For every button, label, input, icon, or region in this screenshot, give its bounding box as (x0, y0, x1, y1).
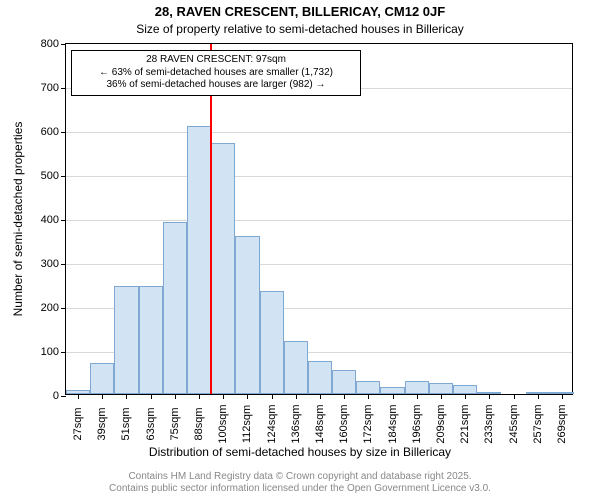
y-tick-label: 0 (53, 390, 59, 402)
x-tick-label: 209sqm (435, 404, 447, 443)
x-tick (223, 394, 224, 399)
x-tick (417, 394, 418, 399)
histogram-bar (114, 286, 138, 394)
x-tick (247, 394, 248, 399)
x-tick (368, 394, 369, 399)
histogram-bar (308, 361, 332, 394)
histogram-bar (187, 126, 211, 394)
attribution-line: Contains HM Land Registry data © Crown c… (0, 471, 600, 483)
x-tick (562, 394, 563, 399)
histogram-bar (284, 341, 308, 394)
histogram-bar (235, 236, 259, 394)
property-size-chart: 28, RAVEN CRESCENT, BILLERICAY, CM12 0JF… (0, 0, 600, 500)
y-tick-label: 300 (41, 258, 59, 270)
y-tick (61, 396, 66, 397)
y-tick-label: 500 (41, 170, 59, 182)
x-tick (538, 394, 539, 399)
x-tick-label: 257sqm (532, 404, 544, 443)
x-axis-title: Distribution of semi-detached houses by … (0, 445, 600, 459)
histogram-bar (332, 370, 356, 394)
y-axis-title: Number of semi-detached properties (11, 122, 25, 317)
y-tick (61, 176, 66, 177)
x-tick-label: 51sqm (120, 407, 132, 440)
gridline (66, 264, 572, 265)
x-tick-label: 233sqm (483, 404, 495, 443)
x-tick-label: 100sqm (217, 404, 229, 443)
attribution-line: Contains public sector information licen… (0, 483, 600, 495)
y-tick (61, 220, 66, 221)
y-tick (61, 132, 66, 133)
gridline (66, 176, 572, 177)
y-tick (61, 44, 66, 45)
x-tick-label: 269sqm (556, 404, 568, 443)
y-tick-label: 700 (41, 82, 59, 94)
histogram-bar (429, 383, 453, 394)
y-tick-label: 200 (41, 302, 59, 314)
annotation-line: 28 RAVEN CRESCENT: 97sqm (78, 54, 354, 67)
y-tick-label: 100 (41, 346, 59, 358)
x-tick-label: 148sqm (314, 404, 326, 443)
x-tick (320, 394, 321, 399)
x-tick-label: 160sqm (338, 404, 350, 443)
x-tick (296, 394, 297, 399)
x-tick-label: 63sqm (145, 407, 157, 440)
x-tick (175, 394, 176, 399)
x-tick-label: 196sqm (411, 404, 423, 443)
x-tick (489, 394, 490, 399)
histogram-bar (163, 222, 187, 394)
x-tick (441, 394, 442, 399)
x-tick-label: 124sqm (266, 404, 278, 443)
x-tick (393, 394, 394, 399)
annotation-box: 28 RAVEN CRESCENT: 97sqm← 63% of semi-de… (71, 50, 361, 96)
histogram-bar (211, 143, 235, 394)
x-tick (199, 394, 200, 399)
x-tick-label: 136sqm (290, 404, 302, 443)
annotation-line: 36% of semi-detached houses are larger (… (78, 79, 354, 92)
histogram-bar (90, 363, 114, 394)
gridline (66, 220, 572, 221)
gridline (66, 132, 572, 133)
x-tick (465, 394, 466, 399)
x-tick-label: 221sqm (459, 404, 471, 443)
y-tick (61, 264, 66, 265)
annotation-line: ← 63% of semi-detached houses are smalle… (78, 67, 354, 80)
histogram-bar (356, 381, 380, 394)
x-tick (151, 394, 152, 399)
x-tick (344, 394, 345, 399)
x-tick-label: 88sqm (193, 407, 205, 440)
x-tick-label: 172sqm (362, 404, 374, 443)
x-tick-label: 112sqm (241, 405, 253, 443)
x-tick (102, 394, 103, 399)
x-tick-label: 245sqm (508, 404, 520, 443)
x-tick-label: 39sqm (96, 407, 108, 440)
histogram-bar (260, 291, 284, 394)
x-tick (514, 394, 515, 399)
histogram-bar (453, 385, 477, 394)
plot-area: 010020030040050060070080027sqm39sqm51sqm… (65, 43, 573, 395)
x-tick (272, 394, 273, 399)
histogram-bar (405, 381, 429, 394)
x-tick-label: 75sqm (169, 407, 181, 440)
chart-title-sub: Size of property relative to semi-detach… (0, 22, 600, 36)
x-tick (78, 394, 79, 399)
y-tick (61, 352, 66, 353)
y-tick-label: 800 (41, 38, 59, 50)
y-tick (61, 308, 66, 309)
y-tick-label: 600 (41, 126, 59, 138)
x-tick-label: 27sqm (72, 407, 84, 440)
x-tick (126, 394, 127, 399)
histogram-bar (380, 387, 404, 394)
y-tick (61, 88, 66, 89)
chart-title-main: 28, RAVEN CRESCENT, BILLERICAY, CM12 0JF (0, 4, 600, 19)
y-tick-label: 400 (41, 214, 59, 226)
histogram-bar (139, 286, 163, 394)
attribution-text: Contains HM Land Registry data © Crown c… (0, 471, 600, 495)
x-tick-label: 184sqm (387, 404, 399, 443)
reference-line (210, 44, 212, 394)
